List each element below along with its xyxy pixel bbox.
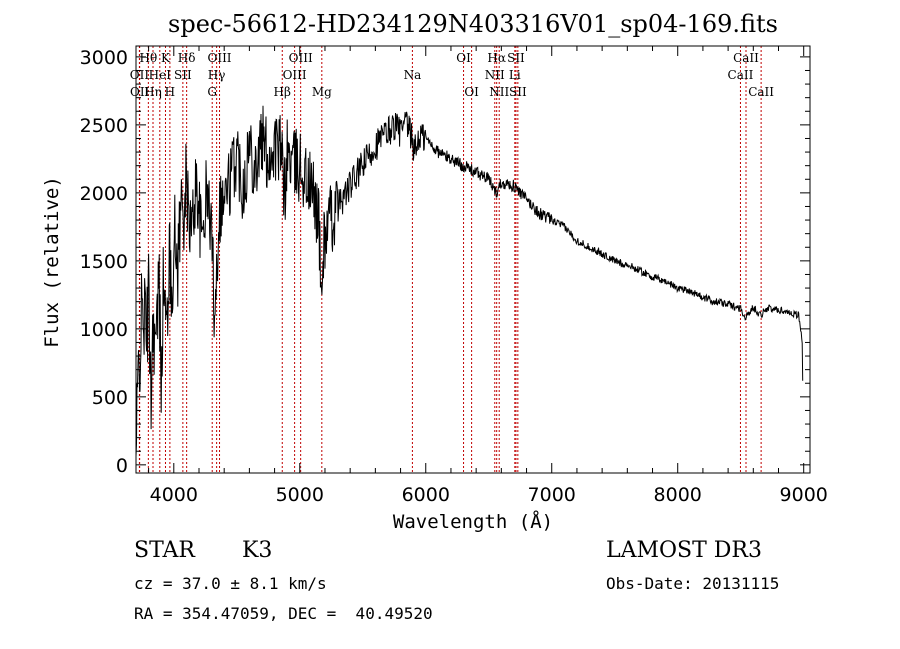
spectral-line-label: OII (130, 85, 150, 99)
spectral-line-label: K (161, 51, 171, 65)
survey-name: LAMOST DR3 (606, 538, 762, 563)
spectral-line-label: OIII (207, 51, 231, 65)
y-axis: 0 500 1000 1500 2000 2500 3000 (80, 47, 810, 477)
x-tick-label: 9000 (780, 484, 828, 506)
spectral-line-label: HeI (149, 68, 172, 82)
chart-title: spec-56612-HD234129N403316V01_sp04-169.f… (168, 10, 778, 38)
y-axis-label: Flux (relative) (41, 176, 63, 348)
y-tick-label: 1500 (80, 251, 128, 273)
spectral-line-label: CaII (728, 68, 754, 82)
spectral-line-label: NII (485, 68, 505, 82)
plot-frame (135, 45, 811, 474)
spectral-line-label: OI (456, 51, 471, 65)
object-class: STAR (134, 538, 195, 563)
y-tick-label: 1000 (80, 319, 128, 341)
spectral-line-label: CaII (733, 51, 759, 65)
spectral-line-label: SII (174, 68, 192, 82)
y-tick-label: 0 (116, 455, 128, 477)
spectral-line-label: Li (509, 68, 521, 82)
spectral-line-label: Hδ (178, 51, 196, 65)
x-axis-label: Wavelength (Å) (393, 510, 553, 533)
coordinates-text: RA = 354.47059, DEC = 40.49520 (134, 604, 433, 623)
x-tick-label: 6000 (402, 484, 450, 506)
y-tick-label: 3000 (80, 47, 128, 69)
x-tick-label: 8000 (654, 484, 702, 506)
spectral-line-label: SII (509, 85, 527, 99)
flux-series-line (135, 105, 804, 457)
spectral-line-label: OI (464, 85, 479, 99)
spectral-line-label: Hθ (139, 51, 157, 65)
spectral-line-label: Hβ (274, 85, 291, 99)
x-axis: 4000 5000 6000 7000 8000 9000 (148, 46, 828, 506)
spectral-line-label: NII (489, 85, 509, 99)
x-tick-label: 5000 (276, 484, 324, 506)
object-subclass: K3 (242, 538, 273, 563)
spectral-line-label: CaII (748, 85, 774, 99)
redshift-text: cz = 37.0 ± 8.1 km/s (134, 574, 327, 593)
spectral-line-label: OIII (283, 68, 307, 82)
spectral-line-label: OII (130, 68, 150, 82)
spectral-line-label: G (207, 85, 217, 99)
spectral-line-label: OIII (289, 51, 313, 65)
spectral-line-label: Hα (487, 51, 506, 65)
y-tick-label: 2500 (80, 115, 128, 137)
spectral-line-label: Hη (144, 85, 162, 99)
x-tick-label: 4000 (150, 484, 198, 506)
observation-date: Obs-Date: 20131115 (606, 574, 780, 593)
y-tick-label: 500 (92, 387, 128, 409)
x-tick-label: 7000 (528, 484, 576, 506)
spectral-line-label: H (165, 85, 175, 99)
spectral-line-label: Na (404, 68, 422, 82)
spectral-line-label: Hγ (208, 68, 226, 82)
spectral-line-label: SII (507, 51, 525, 65)
spectral-line-markers (138, 46, 762, 473)
y-tick-label: 2000 (80, 183, 128, 205)
spectral-line-label: Mg (312, 85, 332, 99)
